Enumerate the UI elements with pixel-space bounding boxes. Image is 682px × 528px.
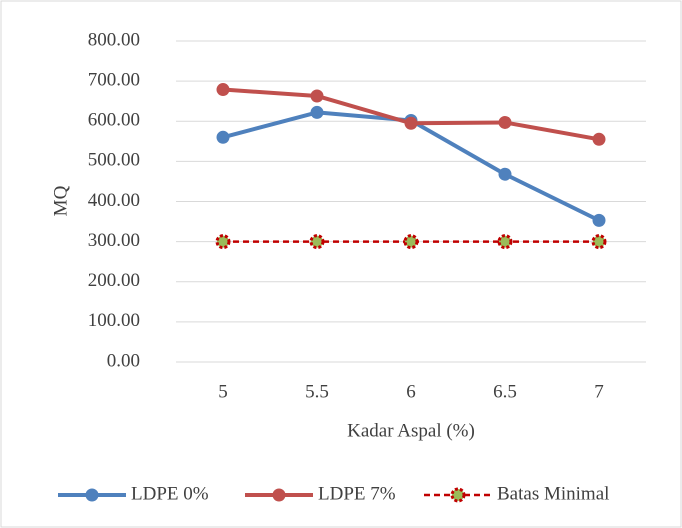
marker bbox=[310, 105, 324, 119]
marker bbox=[404, 116, 418, 130]
legend-label: LDPE 0% bbox=[131, 483, 209, 504]
marker bbox=[498, 167, 512, 181]
y-tick-label: 700.00 bbox=[88, 69, 140, 90]
marker bbox=[592, 132, 606, 146]
legend-marker bbox=[450, 487, 466, 503]
x-tick-label: 6.5 bbox=[493, 381, 517, 402]
x-tick-label: 7 bbox=[594, 381, 604, 402]
y-tick-label: 100.00 bbox=[88, 310, 140, 331]
y-tick-label: 400.00 bbox=[88, 190, 140, 211]
marker bbox=[497, 234, 513, 250]
x-tick-label: 5 bbox=[218, 381, 228, 402]
legend-label: Batas Minimal bbox=[497, 483, 609, 504]
x-axis-title: Kadar Aspal (%) bbox=[347, 420, 475, 441]
marker bbox=[592, 213, 606, 227]
marker bbox=[310, 89, 324, 103]
x-tick-label: 5.5 bbox=[305, 381, 329, 402]
legend-marker bbox=[272, 488, 286, 502]
y-tick-label: 200.00 bbox=[88, 270, 140, 291]
marker bbox=[591, 234, 607, 250]
legend-label: LDPE 7% bbox=[318, 483, 396, 504]
y-axis-title: MQ bbox=[50, 185, 71, 216]
marker bbox=[309, 234, 325, 250]
marker bbox=[215, 234, 231, 250]
y-tick-label: 300.00 bbox=[88, 230, 140, 251]
marker bbox=[403, 234, 419, 250]
marker bbox=[216, 130, 230, 144]
marker bbox=[498, 115, 512, 129]
marker bbox=[216, 83, 230, 97]
y-tick-label: 600.00 bbox=[88, 110, 140, 131]
legend-marker bbox=[85, 488, 99, 502]
y-tick-label: 0.00 bbox=[107, 350, 140, 371]
y-tick-label: 800.00 bbox=[88, 29, 140, 50]
x-tick-label: 6 bbox=[406, 381, 416, 402]
y-tick-label: 500.00 bbox=[88, 150, 140, 171]
